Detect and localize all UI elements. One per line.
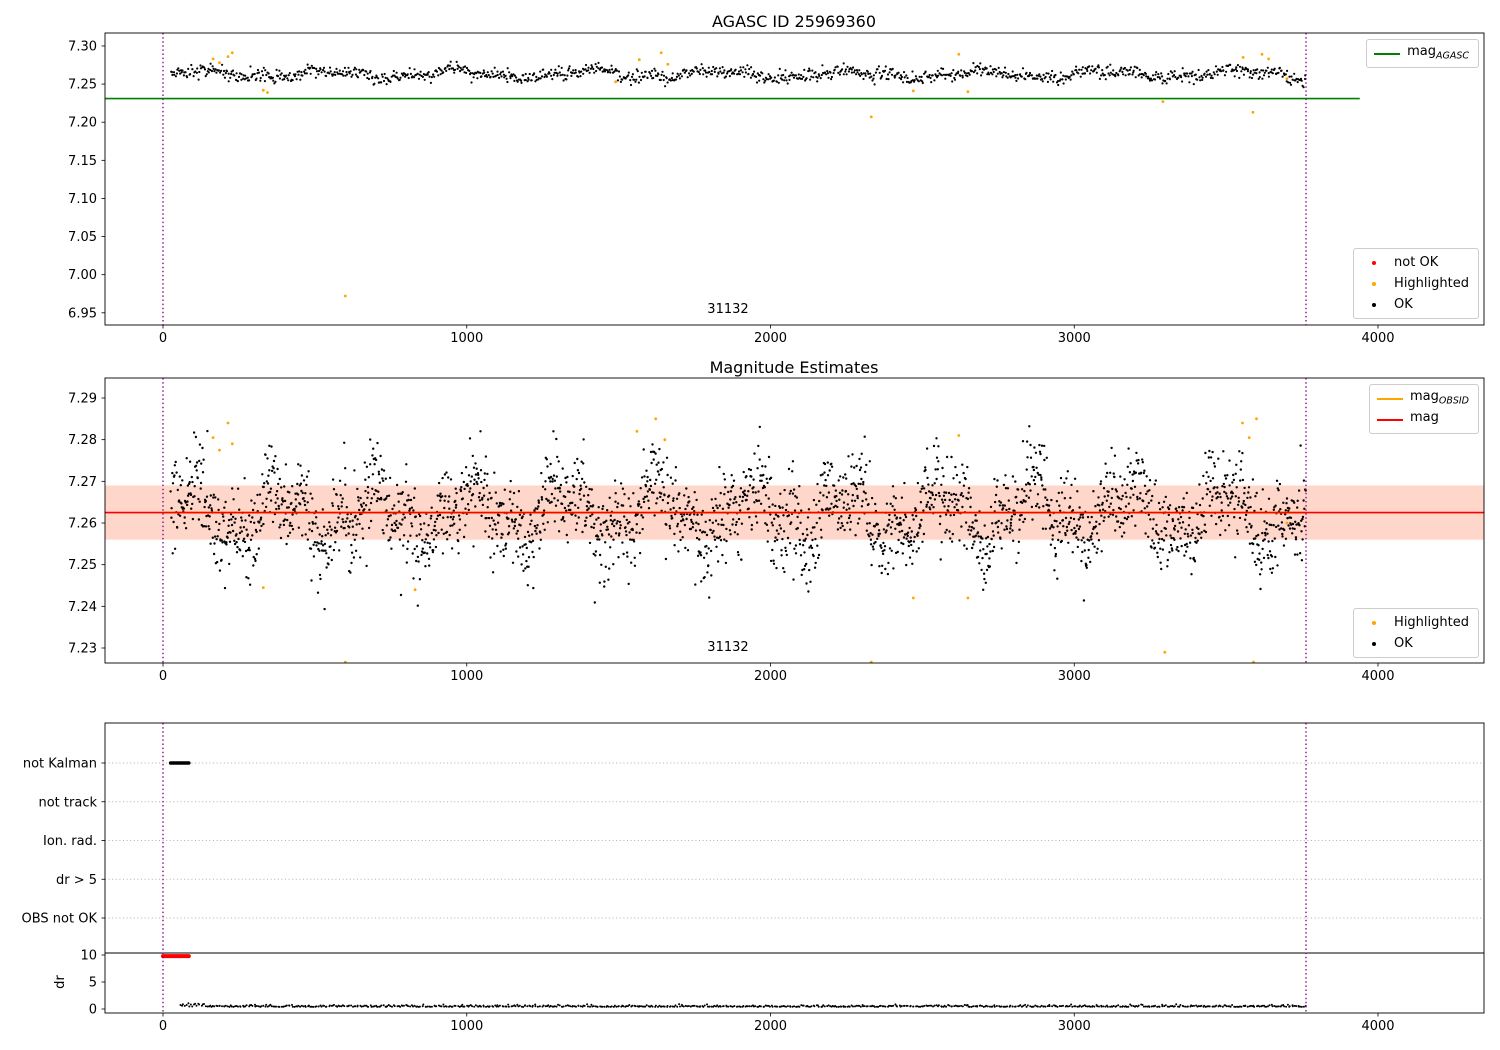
y-tick-label: 7.25	[68, 558, 97, 573]
legend-marker-sample	[1361, 260, 1387, 265]
y-tick-label: 7.05	[68, 230, 97, 245]
legend-line-sample	[1374, 52, 1401, 55]
dr-tick-label: 10	[80, 949, 97, 964]
black-dot-sample-icon	[1372, 641, 1377, 646]
scatter-highlighted	[211, 417, 1289, 663]
chart1-line-legend: magAGASC	[1366, 39, 1479, 68]
chart-1-plot-area	[105, 33, 1360, 325]
x-tick-label: 1000	[450, 669, 483, 684]
legend-marker-sample	[1361, 641, 1387, 646]
legend-label: magOBSID	[1410, 390, 1469, 406]
legend-label: OK	[1394, 636, 1413, 651]
axes-spine	[104, 377, 1485, 664]
y-tick-label: 7.20	[68, 116, 97, 131]
y-tick-label: 7.27	[68, 475, 97, 490]
x-tick-label: 4000	[1361, 331, 1394, 346]
red-dot-sample-icon	[1372, 260, 1377, 265]
orange-dot-sample-icon	[1372, 620, 1377, 625]
y-tick-label: 7.30	[68, 39, 97, 54]
flag-row-label: OBS not OK	[22, 912, 98, 927]
x-tick-label: 2000	[754, 1019, 787, 1034]
y-tick-label: 7.24	[68, 600, 97, 615]
legend-entry-highlighted: Highlighted	[1361, 273, 1469, 294]
chart-3-group: not Kalman not track Ion. rad. dr > 5 OBS no…	[22, 722, 1485, 1034]
legend-label: mag	[1410, 411, 1439, 427]
x-tick-label: 0	[159, 1019, 167, 1034]
obsid-annotation: 31132	[707, 640, 748, 655]
x-tick-label: 0	[159, 331, 167, 346]
y-tick-label: 7.25	[68, 78, 97, 93]
x-tick-label: 4000	[1361, 1019, 1394, 1034]
x-tick-label: 1000	[450, 1019, 483, 1034]
x-tick-label: 3000	[1058, 331, 1091, 346]
legend-line-sample	[1376, 397, 1403, 400]
legend-marker-sample	[1361, 281, 1387, 286]
chart-2-group: 31132 7.23 7.24 7.25 7.26 7.27 7.28 7.29 0 1000 20…	[68, 377, 1485, 684]
y-tick-label: 7.28	[68, 433, 97, 448]
scatter-ok	[170, 60, 1307, 89]
y-tick-label: 7.29	[68, 392, 97, 407]
chart2-marker-legend: Highlighted OK	[1353, 608, 1479, 658]
legend-label: Highlighted	[1394, 276, 1469, 291]
y-tick-label: 7.23	[68, 642, 97, 657]
chart2-line-legend: magOBSID mag	[1368, 384, 1479, 434]
legend-marker-sample	[1361, 620, 1387, 625]
legend-label-text: mag	[1407, 44, 1436, 60]
x-tick-label: 2000	[754, 669, 787, 684]
legend-marker-sample	[1361, 302, 1387, 307]
green-line-sample-icon	[1374, 52, 1401, 55]
y-tick-label: 6.95	[68, 306, 97, 321]
flag-row-label: not track	[38, 795, 97, 810]
obsid-annotation: 31132	[707, 302, 748, 317]
legend-entry-mag: mag	[1376, 409, 1469, 430]
x-tick-label: 4000	[1361, 669, 1394, 684]
orange-line-sample-icon	[1376, 397, 1403, 400]
chart-1-group: 31132 6.95 7.00 7.05 7.10 7.15 7.20 7.25 7.30 0 10…	[68, 32, 1485, 346]
flag-row-label: dr > 5	[56, 873, 97, 888]
legend-label-text: mag	[1409, 389, 1439, 405]
dr-tick-label: 0	[89, 1003, 97, 1018]
legend-label: OK	[1394, 297, 1413, 312]
y-tick-label: 7.15	[68, 154, 97, 169]
y-tick-label: 7.10	[68, 192, 97, 207]
chart-3-plot-area	[105, 723, 1484, 1013]
chart2-title: Magnitude Estimates	[709, 358, 879, 377]
x-tick-label: 0	[159, 669, 167, 684]
chart1-marker-legend: not OK Highlighted OK	[1353, 248, 1479, 319]
x-tick-label: 3000	[1058, 669, 1091, 684]
legend-label-text: mag	[1409, 410, 1439, 426]
legend-entry-not-ok: not OK	[1361, 252, 1469, 273]
x-tick-label: 3000	[1058, 1019, 1091, 1034]
x-tick-label: 2000	[754, 331, 787, 346]
x-tick-label: 1000	[450, 331, 483, 346]
y-tick-label: 7.26	[68, 517, 97, 532]
orange-dot-sample-icon	[1372, 281, 1377, 286]
dr-axis-label: dr	[53, 975, 68, 989]
flag-row-label: Ion. rad.	[43, 834, 97, 849]
legend-entry-mag-obsid: magOBSID	[1376, 388, 1469, 409]
legend-entry-mag-agasc: magAGASC	[1374, 43, 1469, 64]
dr-tick-label: 5	[89, 976, 97, 991]
legend-label: magAGASC	[1407, 45, 1469, 61]
scatter-highlighted	[211, 51, 1289, 298]
red-line-sample-icon	[1376, 418, 1403, 421]
legend-label-sub: AGASC	[1435, 51, 1469, 63]
legend-label: Highlighted	[1394, 615, 1469, 630]
chart-2-plot-area	[105, 378, 1484, 663]
black-dot-sample-icon	[1372, 302, 1377, 307]
legend-entry-highlighted: Highlighted	[1361, 612, 1469, 633]
legend-label: not OK	[1394, 255, 1439, 270]
legend-label-sub: OBSID	[1438, 396, 1469, 408]
dr-series	[179, 1002, 1307, 1008]
axes-spine	[104, 722, 1485, 1014]
flag-row-label: not Kalman	[23, 757, 97, 772]
legend-entry-ok: OK	[1361, 633, 1469, 654]
chart1-title: AGASC ID 25969360	[712, 12, 876, 31]
legend-entry-ok: OK	[1361, 294, 1469, 315]
y-tick-label: 7.00	[68, 268, 97, 283]
legend-line-sample	[1376, 418, 1403, 421]
axes-spine	[104, 32, 1485, 326]
